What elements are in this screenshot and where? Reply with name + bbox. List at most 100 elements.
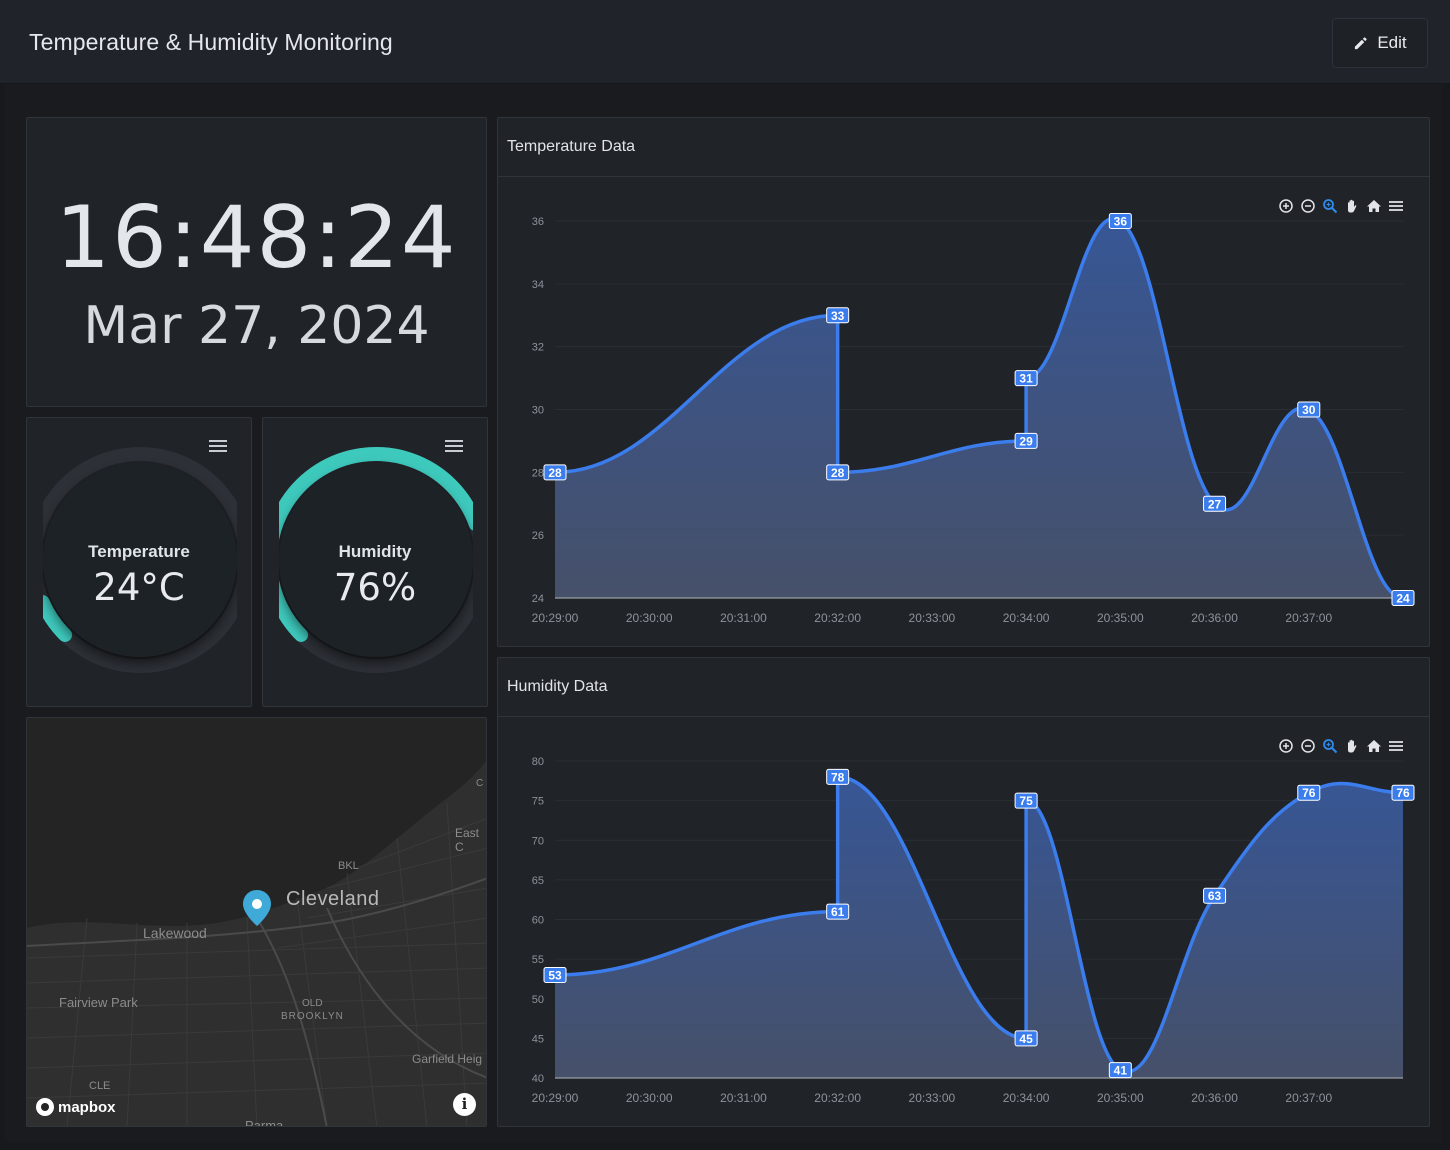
data-label-box: [1391, 784, 1415, 801]
x-tick-label: 20:32:00: [814, 611, 861, 625]
y-tick-label: 34: [532, 279, 544, 291]
y-tick-label: 70: [532, 835, 544, 847]
y-tick-label: 32: [532, 342, 544, 354]
y-tick-label: 36: [532, 216, 544, 228]
top-bar: Temperature & Humidity Monitoring Edit: [0, 0, 1450, 84]
data-label-box: [543, 966, 567, 983]
data-label-text: 61: [831, 905, 845, 919]
y-tick-label: 30: [532, 405, 544, 417]
zoom-out-icon[interactable]: [1300, 738, 1316, 754]
gauge-menu-icon[interactable]: [209, 440, 227, 454]
humidity-gauge: [279, 447, 473, 673]
data-label-box: [1014, 432, 1038, 449]
data-label: 30: [1297, 401, 1321, 418]
x-tick-label: 20:33:00: [909, 611, 956, 625]
pan-icon[interactable]: [1344, 198, 1360, 214]
data-label-box: [1391, 590, 1415, 606]
map-label: BROOKLYN: [281, 1011, 344, 1022]
x-tick-label: 20:36:00: [1191, 1091, 1238, 1105]
data-label-box: [543, 464, 567, 481]
humidity-gauge-value: 76%: [333, 566, 417, 609]
zoom-select-icon[interactable]: [1322, 198, 1338, 214]
y-tick-label: 80: [532, 756, 544, 768]
humidity-gauge-panel: Humidity 76%: [262, 417, 488, 707]
location-pin-icon[interactable]: [243, 890, 271, 926]
data-label: 29: [1014, 432, 1038, 449]
series-area: [555, 776, 1403, 1078]
data-label-box: [826, 464, 850, 481]
map-label: OLD: [302, 998, 323, 1009]
y-tick-label: 60: [532, 915, 544, 927]
home-icon[interactable]: [1366, 738, 1382, 754]
data-label: 53: [543, 966, 567, 983]
edit-button-label: Edit: [1377, 33, 1407, 52]
data-label: 28: [543, 464, 567, 481]
y-tick-label: 28: [532, 467, 544, 479]
home-icon[interactable]: [1366, 198, 1382, 214]
data-label-box: [826, 768, 850, 785]
map-label: Garfield Heig: [412, 1052, 483, 1066]
data-label-box: [826, 903, 850, 920]
gauge-fill-arc: [279, 447, 473, 642]
zoom-in-icon[interactable]: [1278, 198, 1294, 214]
gauge-track: [43, 447, 237, 673]
data-label: 33: [826, 307, 850, 324]
humidity-chart: 40 45 50 55 60 65 70 75 80 20:29:00 20:30:00 20:31:…: [532, 756, 1415, 1105]
map-label: Lakewood: [143, 925, 207, 941]
panel-divider: [498, 176, 1429, 177]
x-tick-label: 20:36:00: [1191, 611, 1238, 625]
y-tick-label: 24: [532, 593, 544, 605]
menu-icon[interactable]: [1388, 198, 1404, 214]
info-icon[interactable]: i: [453, 1093, 476, 1116]
map-panel[interactable]: Cleveland Lakewood Fairview Park BKL OLD…: [26, 717, 487, 1127]
pan-icon[interactable]: [1344, 738, 1360, 754]
data-label: 76: [1297, 784, 1321, 801]
mapbox-logo[interactable]: mapbox: [36, 1098, 116, 1116]
zoom-out-icon[interactable]: [1300, 198, 1316, 214]
map-label: East C: [455, 826, 480, 854]
y-tick-label: 50: [532, 994, 544, 1006]
gauge-fill-arc: [43, 595, 73, 642]
data-label-text: 27: [1208, 497, 1222, 511]
clock-time: 16:48:24: [55, 188, 458, 288]
data-label-text: 29: [1019, 434, 1033, 448]
data-label-text: 31: [1019, 372, 1033, 386]
menu-icon[interactable]: [1388, 738, 1404, 754]
map-label: Parma: [245, 1118, 284, 1127]
humidity-gauge-label: Humidity: [338, 542, 412, 561]
y-tick-label: 75: [532, 796, 544, 808]
data-label-box: [1297, 401, 1321, 418]
temperature-chart-title: Temperature Data: [507, 138, 636, 155]
x-tick-label: 20:34:00: [1003, 1091, 1050, 1105]
data-label-text: 76: [1302, 786, 1316, 800]
gauge-menu-icon[interactable]: [445, 440, 463, 454]
y-tick-label: 65: [532, 875, 544, 887]
data-label-text: 41: [1114, 1064, 1128, 1078]
data-label-box: [826, 307, 850, 324]
humidity-chart-panel: Humidity Data 40 45 50 55 60 65 70 75 80 20:29:00…: [497, 657, 1430, 1127]
data-label-box: [1014, 1030, 1038, 1047]
x-tick-label: 20:31:00: [720, 611, 767, 625]
chart-toolbar: [1278, 738, 1404, 754]
temperature-chart: 24 26 28 30 32 34 36 20:29:00 20:30:00 20:31:00 20…: [532, 213, 1415, 625]
series-area: [555, 218, 1403, 598]
data-label-text: 78: [831, 770, 845, 784]
page-title: Temperature & Humidity Monitoring: [29, 29, 393, 55]
edit-button[interactable]: Edit: [1332, 18, 1428, 68]
x-tick-label: 20:35:00: [1097, 611, 1144, 625]
y-tick-label: 55: [532, 954, 544, 966]
map-canvas[interactable]: [27, 718, 487, 1127]
map-label: BKL: [338, 860, 359, 872]
gauge-face: [43, 463, 237, 657]
data-label: 24: [1391, 590, 1415, 606]
x-tick-label: 20:30:00: [626, 1091, 673, 1105]
data-label-text: 33: [831, 309, 845, 323]
zoom-select-icon[interactable]: [1322, 738, 1338, 754]
data-label: 36: [1108, 213, 1132, 229]
clock-date: Mar 27, 2024: [83, 296, 430, 356]
x-tick-label: 20:29:00: [532, 611, 579, 625]
data-label: 61: [826, 903, 850, 920]
zoom-in-icon[interactable]: [1278, 738, 1294, 754]
temperature-gauge: [43, 447, 237, 673]
data-label-text: 76: [1396, 786, 1410, 800]
